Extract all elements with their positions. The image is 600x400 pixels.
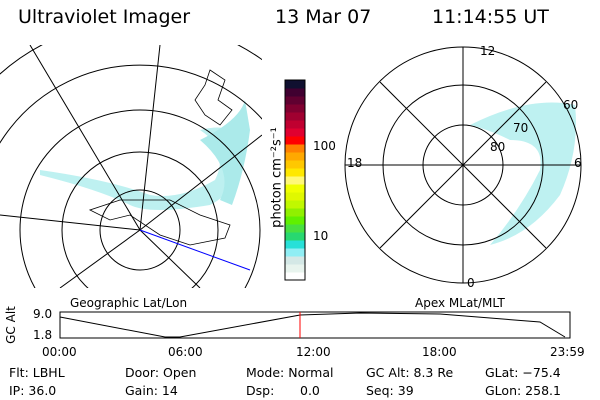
colorbar-segment bbox=[285, 256, 305, 265]
colorbar-segment bbox=[285, 184, 305, 193]
xtick-0600: 06:00 bbox=[168, 345, 203, 359]
date: 13 Mar 07 bbox=[275, 6, 372, 28]
colorbar-segment bbox=[285, 160, 305, 169]
altitude-ylabel: GC Alt bbox=[3, 306, 18, 344]
door: Door: Open bbox=[125, 365, 197, 380]
ytick-1.8: 1.8 bbox=[33, 328, 53, 342]
mlt-6: 6 bbox=[574, 156, 582, 170]
glat: GLat: −75.4 bbox=[485, 365, 561, 380]
glon: GLon: 258.1 bbox=[485, 383, 561, 398]
aurora-left bbox=[40, 100, 250, 210]
colorbar-segment bbox=[285, 168, 305, 177]
mlat-70: 70 bbox=[513, 121, 529, 135]
left-map-label: Geographic Lat/Lon bbox=[70, 296, 188, 310]
right-map-label: Apex MLat/MLT bbox=[415, 296, 505, 310]
colorbar-segment bbox=[285, 88, 305, 97]
colorbar-segment bbox=[285, 96, 305, 105]
coastlines bbox=[88, 69, 233, 246]
gc-alt: GC Alt: 8.3 Re bbox=[366, 365, 454, 380]
colorbar-segment bbox=[285, 216, 305, 225]
colorbar-tick-10: 10 bbox=[313, 229, 329, 243]
gain: Gain: 14 bbox=[125, 383, 178, 398]
colorbar-segment bbox=[285, 272, 305, 281]
colorbar-label: photon cm⁻²s⁻¹ bbox=[269, 127, 285, 228]
xtick-0000: 00:00 bbox=[42, 345, 77, 359]
altitude-plot bbox=[59, 311, 571, 339]
colorbar-segment bbox=[285, 80, 305, 89]
mode: Mode: Normal bbox=[246, 365, 334, 380]
colorbar-segment bbox=[285, 208, 305, 217]
mlat-mlt-map bbox=[344, 46, 582, 284]
colorbar-segment bbox=[285, 248, 305, 257]
mlt-18: 18 bbox=[347, 156, 363, 170]
colorbar-segment bbox=[285, 176, 305, 185]
colorbar-segment bbox=[285, 104, 305, 113]
terminator-line bbox=[139, 229, 251, 271]
xtick-1200: 12:00 bbox=[296, 345, 331, 359]
colorbar-segment bbox=[285, 200, 305, 209]
colorbar-tick-100: 100 bbox=[313, 139, 336, 153]
colorbar bbox=[285, 80, 305, 281]
mlt-0: 0 bbox=[467, 276, 475, 290]
colorbar-segment bbox=[285, 232, 305, 241]
colorbar-segment bbox=[285, 144, 305, 153]
ytick-9: 9.0 bbox=[33, 307, 53, 321]
colorbar-segment bbox=[285, 224, 305, 233]
ip: IP: 36.0 bbox=[9, 383, 57, 398]
dsp-label: Dsp: bbox=[246, 383, 275, 398]
colorbar-segment bbox=[285, 264, 305, 273]
colorbar-segment bbox=[285, 192, 305, 201]
mlt-12: 12 bbox=[480, 44, 496, 58]
colorbar-segment bbox=[285, 128, 305, 137]
filter: Flt: LBHL bbox=[9, 365, 65, 380]
colorbar-segment bbox=[285, 112, 305, 121]
colorbar-segment bbox=[285, 120, 305, 129]
time: 11:14:55 UT bbox=[432, 6, 549, 28]
instrument-title: Ultraviolet Imager bbox=[18, 6, 191, 28]
geographic-map bbox=[0, 45, 262, 288]
xtick-2359: 23:59 bbox=[550, 345, 585, 359]
dsp-value: 0.0 bbox=[300, 383, 320, 398]
xtick-1800: 18:00 bbox=[422, 345, 457, 359]
seq: Seq: 39 bbox=[366, 383, 414, 398]
mlat-60: 60 bbox=[563, 98, 579, 112]
mlat-80: 80 bbox=[490, 140, 506, 154]
colorbar-segment bbox=[285, 240, 305, 249]
colorbar-segment bbox=[285, 136, 305, 145]
colorbar-segment bbox=[285, 152, 305, 161]
